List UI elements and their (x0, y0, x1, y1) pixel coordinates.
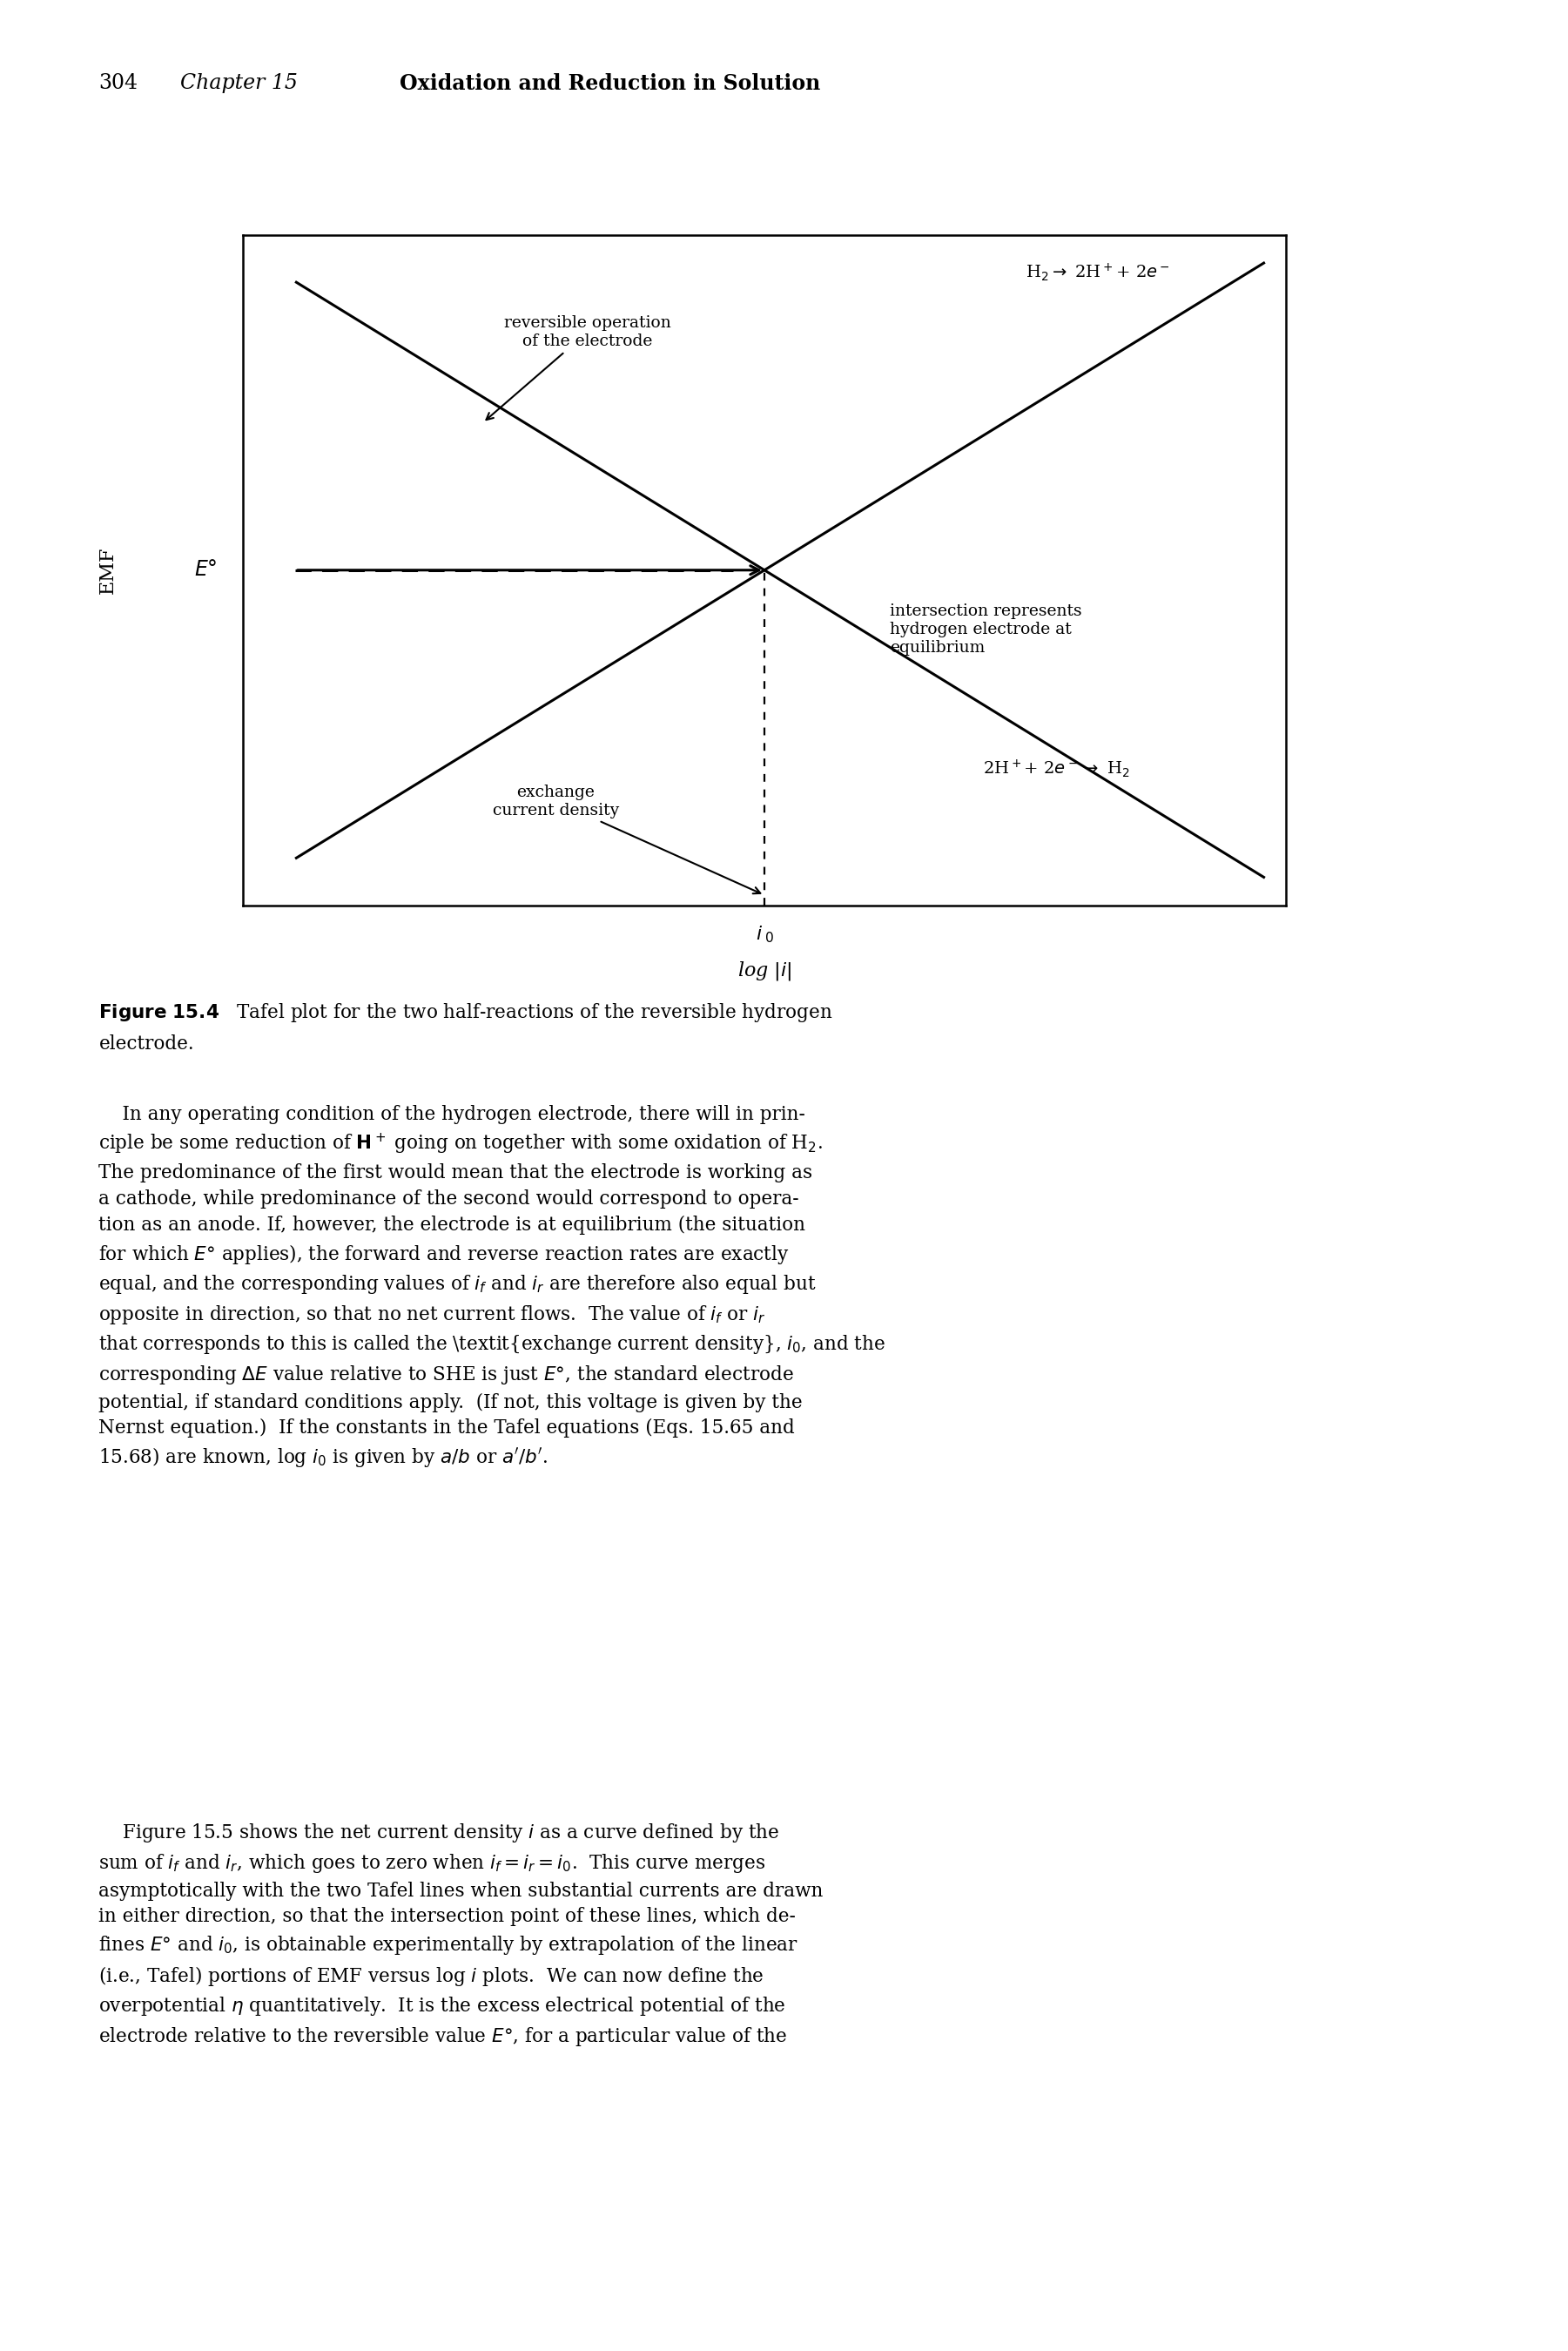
Text: $E°$: $E°$ (194, 560, 216, 581)
Text: $i\,_0$: $i\,_0$ (756, 924, 773, 945)
Text: $\mathbf{Figure\ 15.4}$   Tafel plot for the two half-reactions of the reversibl: $\mathbf{Figure\ 15.4}$ Tafel plot for t… (99, 1002, 833, 1025)
Text: reversible operation
of the electrode: reversible operation of the electrode (486, 315, 671, 421)
Text: intersection represents
hydrogen electrode at
equilibrium: intersection represents hydrogen electro… (889, 604, 1082, 656)
Text: Figure 15.5 shows the net current density $i$ as a curve defined by the
sum of $: Figure 15.5 shows the net current densit… (99, 1822, 823, 2048)
Text: exchange
current density: exchange current density (492, 785, 760, 893)
Text: log $|i|$: log $|i|$ (737, 959, 792, 983)
Text: 304: 304 (99, 73, 138, 94)
Text: 2H$^+$+ 2$e^- \rightarrow$ H$_2$: 2H$^+$+ 2$e^- \rightarrow$ H$_2$ (983, 757, 1131, 778)
Text: EMF: EMF (97, 545, 118, 595)
Text: In any operating condition of the hydrogen electrode, there will in prin-
ciple : In any operating condition of the hydrog… (99, 1105, 886, 1469)
Text: Chapter 15: Chapter 15 (180, 73, 298, 94)
Text: electrode.: electrode. (99, 1034, 194, 1053)
Text: Oxidation and Reduction in Solution: Oxidation and Reduction in Solution (400, 73, 820, 94)
Text: H$_2 \rightarrow$ 2H$^+$+ 2$e^-$: H$_2 \rightarrow$ 2H$^+$+ 2$e^-$ (1025, 261, 1170, 284)
